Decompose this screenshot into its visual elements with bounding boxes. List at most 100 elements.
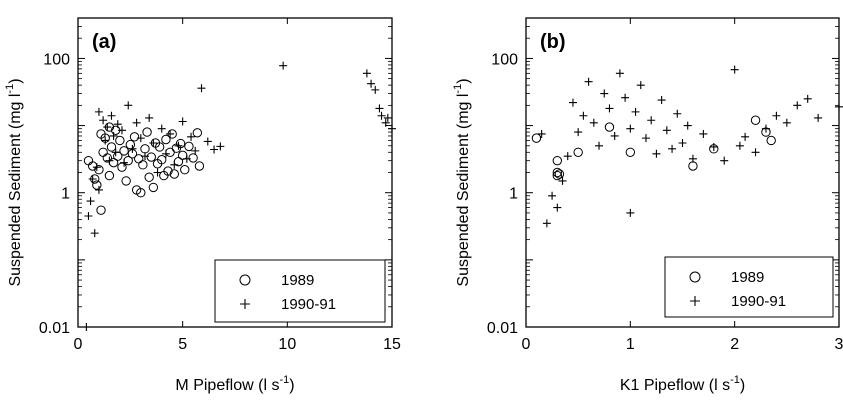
data-point-plus [362, 69, 371, 78]
data-point-circle [92, 180, 102, 190]
x-tick-label: 2 [730, 336, 739, 353]
data-point-plus [109, 131, 118, 140]
panel-a: 0 5 10 15 0.01 1 100 (a) M Pipeflow (l s-1) Suspe… [4, 17, 401, 394]
data-point-plus [793, 101, 802, 110]
data-point-plus [668, 144, 677, 153]
data-point-circle [104, 170, 115, 181]
data-point-circle [573, 147, 583, 157]
y-tick-label: 0.01 [39, 320, 70, 337]
data-point-plus [584, 77, 593, 86]
data-point-plus [153, 168, 162, 177]
data-point-plus [178, 117, 187, 126]
data-point-plus [626, 208, 635, 217]
data-point-plus [191, 146, 200, 155]
legend-circle-marker [689, 271, 701, 283]
legend-box [214, 259, 386, 323]
data-point-circle [688, 161, 698, 171]
data-point-circle [604, 122, 615, 132]
data-point-plus [132, 118, 141, 127]
data-point-plus [94, 185, 103, 194]
data-point-plus [107, 111, 116, 120]
data-point-circle [96, 205, 106, 215]
data-point-plus [553, 203, 562, 212]
x-tick-label: 10 [278, 336, 296, 353]
data-point-plus [105, 156, 114, 165]
data-point-plus [145, 113, 154, 122]
data-point-circle [552, 167, 562, 178]
data-point-circle [750, 115, 761, 125]
data-point-plus [371, 85, 380, 94]
data-point-plus [157, 124, 166, 133]
data-point-plus [377, 111, 386, 120]
data-point-plus [182, 154, 191, 163]
data-point-plus [136, 134, 145, 143]
data-point-plus [574, 128, 583, 137]
data-point-plus [388, 124, 396, 133]
data-point-plus [741, 132, 750, 141]
data-point-circle [87, 161, 98, 171]
data-point-circle [102, 153, 113, 163]
data-point-plus [88, 175, 97, 184]
data-point-plus [128, 144, 137, 153]
data-point-plus [683, 121, 692, 130]
data-point-circle [83, 155, 94, 166]
data-point-plus [216, 142, 225, 151]
data-point-plus [174, 141, 183, 150]
data-point-circle [169, 169, 179, 179]
x-tick-label: 5 [178, 336, 187, 353]
y-tick-label: 100 [43, 51, 70, 68]
series-1989 [83, 122, 205, 215]
data-point-plus [86, 197, 95, 206]
series-1989 [531, 115, 776, 181]
x-tick-label: 0 [74, 336, 83, 353]
data-point-plus [558, 176, 567, 185]
data-point-circle [194, 161, 205, 171]
data-point-circle [552, 155, 562, 166]
data-point-circle [144, 172, 154, 182]
data-point-plus [699, 129, 708, 138]
data-point-circle [163, 166, 173, 176]
data-point-plus [94, 107, 103, 116]
y-axis-label: Suspended Sediment (mg l-1) [4, 78, 24, 286]
x-tick-label: 15 [383, 336, 401, 353]
data-point-circle [531, 133, 542, 143]
y-tick-label: 1 [61, 186, 70, 203]
data-point-circle [98, 147, 108, 157]
data-point-plus [814, 113, 823, 122]
x-axis-label: M Pipeflow (l s-1) [175, 374, 294, 394]
data-point-circle [138, 160, 148, 170]
data-point-plus [120, 158, 129, 167]
data-point-circle [157, 155, 167, 165]
data-point-plus [563, 152, 572, 161]
y-tick-label: 1 [509, 186, 518, 203]
data-point-plus [751, 148, 760, 157]
data-point-plus [537, 129, 546, 138]
data-point-plus [673, 109, 682, 118]
data-point-circle [119, 146, 129, 156]
data-point-circle [146, 152, 156, 162]
data-point-circle [142, 127, 152, 137]
data-point-circle [136, 188, 146, 198]
data-point-plus [124, 101, 133, 110]
data-point-circle [94, 165, 104, 175]
data-point-plus [835, 102, 843, 111]
legend-label: 1990-91 [281, 296, 336, 313]
legend-circle-marker [239, 274, 251, 286]
data-point-plus [615, 69, 624, 78]
data-point-plus [657, 96, 666, 105]
legend-label: 1989 [281, 272, 314, 289]
data-point-circle [554, 169, 565, 179]
data-point-plus [610, 131, 619, 140]
y-tick-label: 100 [491, 51, 518, 68]
legend-box [664, 256, 834, 318]
data-point-circle [175, 138, 186, 149]
data-point-plus [166, 129, 175, 138]
y-axis-label: Suspended Sediment (mg l-1) [452, 78, 472, 286]
data-point-circle [154, 142, 165, 152]
data-point-circle [165, 147, 175, 157]
data-point-plus [197, 84, 206, 93]
data-point-circle [125, 139, 136, 150]
data-point-plus [600, 89, 609, 98]
data-point-plus [117, 126, 126, 135]
data-point-circle [115, 135, 125, 146]
